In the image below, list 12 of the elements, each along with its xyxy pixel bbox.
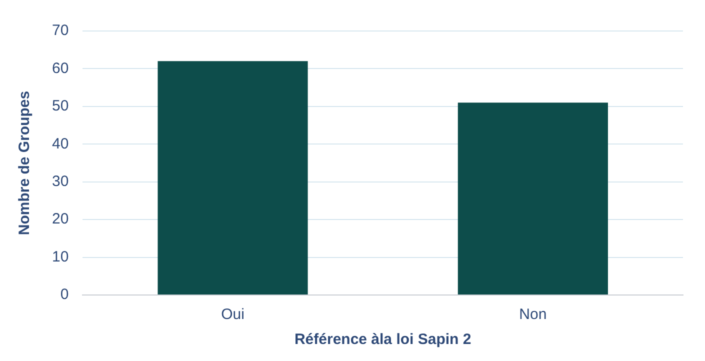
- y-tick-label: 50: [52, 98, 69, 115]
- x-tick-label: Oui: [221, 306, 244, 324]
- y-tick-label: 60: [52, 60, 69, 77]
- x-tick-label: Non: [519, 306, 547, 324]
- y-tick-label: 70: [52, 22, 69, 40]
- y-tick-label: 30: [52, 173, 69, 190]
- y-axis-title: Nombre de Groupes: [16, 90, 34, 236]
- y-tick-label: 0: [60, 286, 69, 304]
- x-axis-title: Référence àla loi Sapin 2: [294, 331, 472, 348]
- y-tick-label: 20: [52, 210, 69, 228]
- y-tick-label: 40: [52, 135, 69, 152]
- y-tick-label: 10: [52, 248, 69, 266]
